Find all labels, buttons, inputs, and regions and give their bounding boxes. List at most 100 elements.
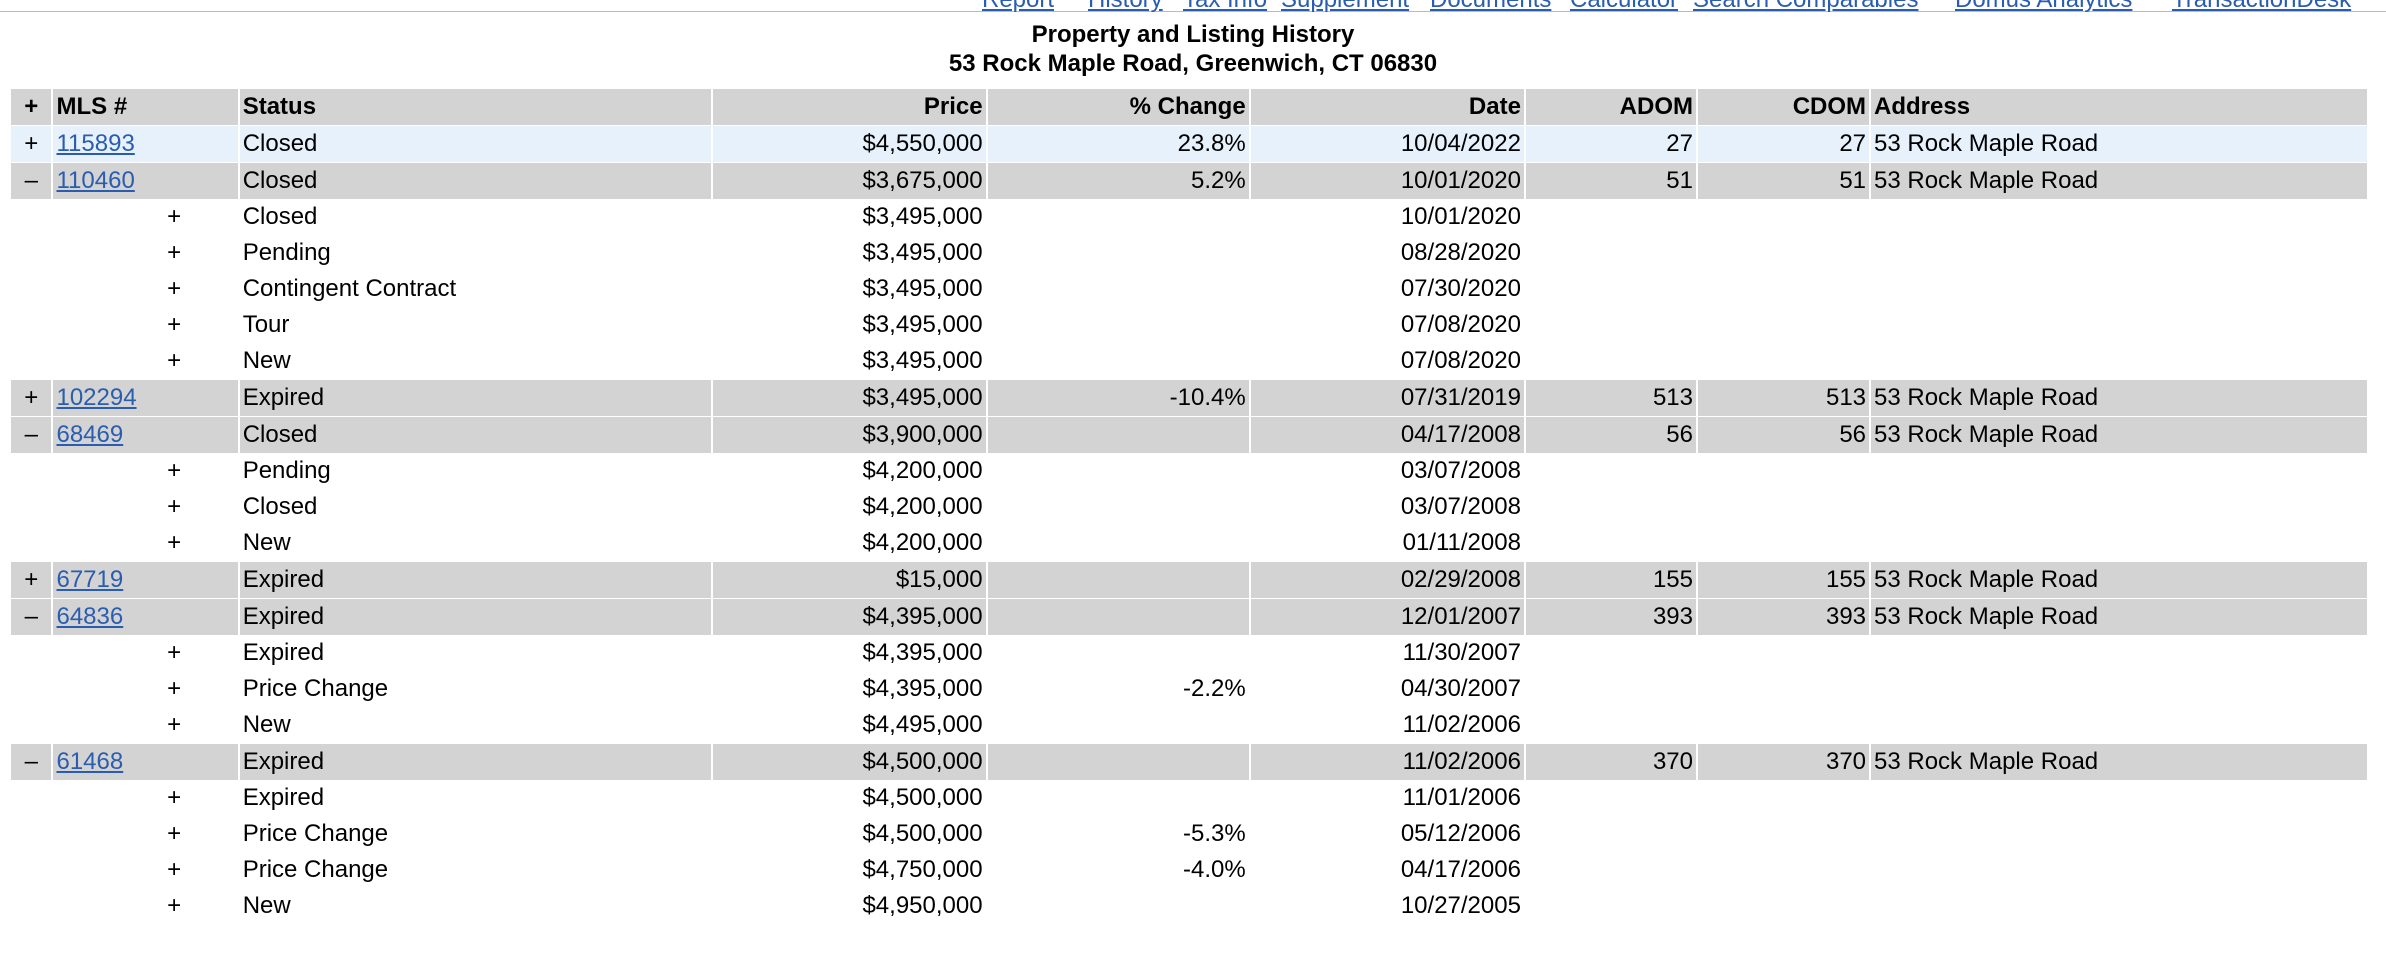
cell: $15,000	[713, 561, 986, 598]
nav-link[interactable]: Search Comparables	[1693, 0, 1918, 14]
cell[interactable]: +	[167, 275, 182, 302]
header-row: + MLS # Status Price% Change Date ADOM CDOM Add…	[11, 89, 2367, 125]
cell	[988, 453, 1249, 489]
cell: 51	[1697, 162, 1870, 199]
cell: 23.8%	[987, 125, 1249, 162]
nav-link[interactable]: Supplement	[1281, 0, 1409, 14]
cell	[1698, 307, 1869, 343]
cell[interactable]: +	[167, 856, 182, 883]
cell	[1526, 816, 1696, 852]
cell[interactable]: +	[11, 125, 52, 162]
nav-link[interactable]: Documents	[1430, 0, 1551, 14]
cell	[1698, 525, 1869, 561]
cell	[988, 489, 1249, 525]
mls-link[interactable]: 67719	[56, 566, 124, 593]
cell	[11, 489, 51, 525]
cell[interactable]: +	[167, 820, 182, 847]
cell[interactable]: +	[167, 711, 182, 738]
cell[interactable]: +	[11, 379, 52, 416]
cell: Contingent Contract	[242, 275, 457, 302]
cell: $3,900,000	[713, 416, 986, 453]
cell[interactable]: +	[167, 203, 182, 230]
cell[interactable]: –	[11, 743, 52, 780]
mls-link[interactable]: 110460	[56, 167, 135, 194]
cell: Expired	[242, 639, 325, 666]
cell: Expired	[239, 743, 712, 780]
mls-link[interactable]: 64836	[56, 603, 124, 630]
cell	[988, 235, 1249, 271]
nav-link[interactable]: TransactionDesk	[2172, 0, 2351, 14]
cell: 393	[1697, 598, 1870, 635]
event-row: + Expired $4,395,000 11/30/2007	[11, 635, 2367, 671]
cell: $3,495,000	[713, 379, 986, 416]
cell[interactable]: +	[167, 493, 182, 520]
cell: 10/01/2020	[1250, 162, 1524, 199]
cell[interactable]: +	[167, 529, 182, 556]
nav-link[interactable]: Report	[982, 0, 1054, 14]
mls-link[interactable]: 115893	[56, 130, 135, 157]
cell[interactable]: +	[167, 457, 182, 484]
cell	[988, 707, 1249, 743]
nav-link[interactable]: Calculator	[1570, 0, 1678, 14]
cell: 370	[1525, 743, 1696, 780]
cell	[1698, 489, 1869, 525]
cell	[1526, 271, 1696, 307]
column-header: Status	[239, 89, 712, 125]
column-header: Date	[1250, 89, 1524, 125]
cell	[1698, 271, 1869, 307]
cell: 04/17/2006	[1400, 856, 1521, 883]
nav-link[interactable]: History	[1088, 0, 1163, 14]
cell: $4,500,000	[862, 820, 983, 847]
mls-link[interactable]: 68469	[56, 421, 124, 448]
cell	[11, 635, 51, 671]
column-header: % Change	[987, 89, 1249, 125]
cell: $4,750,000	[862, 856, 983, 883]
cell	[1698, 343, 1869, 379]
cell[interactable]: –	[11, 416, 52, 453]
nav-link[interactable]: Domus Analytics	[1955, 0, 2132, 14]
cell: 07/31/2019	[1250, 379, 1524, 416]
cell[interactable]: +	[167, 639, 182, 666]
cell	[1698, 453, 1869, 489]
cell[interactable]: +	[167, 784, 182, 811]
cell[interactable]: +	[167, 347, 182, 374]
cell: 02/29/2008	[1250, 561, 1524, 598]
column-header: +	[11, 89, 52, 125]
cell: New	[242, 529, 291, 556]
cell: Pending	[242, 239, 331, 266]
heading: Property and Listing History 53 Rock Map…	[0, 20, 2386, 78]
cell: 08/28/2020	[1400, 239, 1521, 266]
cell: 11/01/2006	[1402, 784, 1521, 811]
cell: 07/30/2020	[1400, 275, 1521, 302]
cell[interactable]: –	[11, 598, 52, 635]
cell	[11, 888, 51, 924]
cell[interactable]: –	[11, 162, 52, 199]
cell	[1871, 343, 2367, 379]
nav-link[interactable]: Tax Info	[1183, 0, 1267, 14]
cell	[1871, 852, 2367, 888]
cell	[1871, 307, 2367, 343]
cell	[1526, 453, 1696, 489]
cell: $3,495,000	[862, 275, 983, 302]
cell	[988, 780, 1249, 816]
mls-link[interactable]: 102294	[56, 384, 137, 411]
cell: $3,675,000	[713, 162, 986, 199]
cell	[1698, 780, 1869, 816]
cell	[1526, 525, 1696, 561]
cell[interactable]: +	[167, 892, 182, 919]
cell: 115893	[53, 125, 238, 162]
cell	[1526, 343, 1696, 379]
cell: $4,395,000	[713, 598, 986, 635]
cell	[1698, 671, 1869, 707]
mls-link[interactable]: 61468	[56, 748, 124, 775]
cell	[987, 743, 1249, 780]
cell[interactable]: +	[167, 311, 182, 338]
cell: $4,200,000	[862, 457, 983, 484]
cell[interactable]: +	[167, 675, 182, 702]
cell	[1698, 235, 1869, 271]
cell[interactable]: +	[11, 561, 52, 598]
cell[interactable]: +	[167, 239, 182, 266]
cell	[1526, 635, 1696, 671]
cell: 27	[1525, 125, 1696, 162]
